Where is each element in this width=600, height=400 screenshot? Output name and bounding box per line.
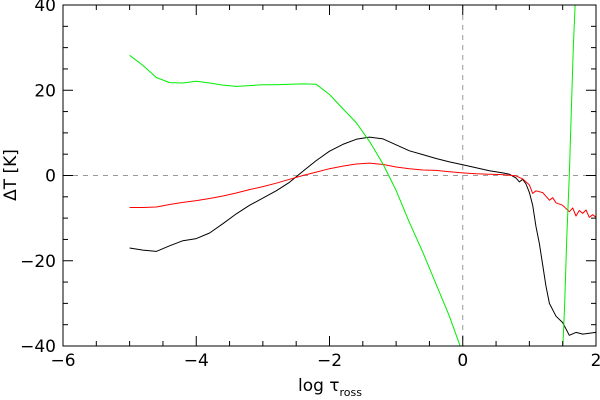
y-tick-label: 0: [45, 167, 56, 187]
x-axis-label-main: log τ: [298, 376, 340, 396]
x-tick-label: −6: [50, 351, 75, 371]
y-axis-label: ΔT [K]: [1, 149, 21, 201]
x-tick-label: 0: [457, 351, 468, 371]
series-line-4: [562, 5, 576, 346]
series-line-1: [129, 136, 596, 336]
x-tick-label: −4: [184, 351, 209, 371]
x-tick-label: −2: [317, 351, 342, 371]
y-tick-label: 20: [34, 81, 56, 101]
series-layer: [129, 5, 596, 346]
x-tick-label: 2: [591, 351, 600, 371]
y-tick-label: −20: [20, 252, 56, 272]
ticks-layer: [62, 4, 597, 347]
x-axis-label-subscript: ross: [340, 386, 363, 399]
y-tick-label: 40: [34, 0, 56, 16]
x-axis-label: log τross: [298, 376, 362, 399]
series-line-3: [129, 54, 461, 346]
series-line-2: [129, 162, 596, 218]
y-tick-label: −40: [20, 337, 56, 357]
